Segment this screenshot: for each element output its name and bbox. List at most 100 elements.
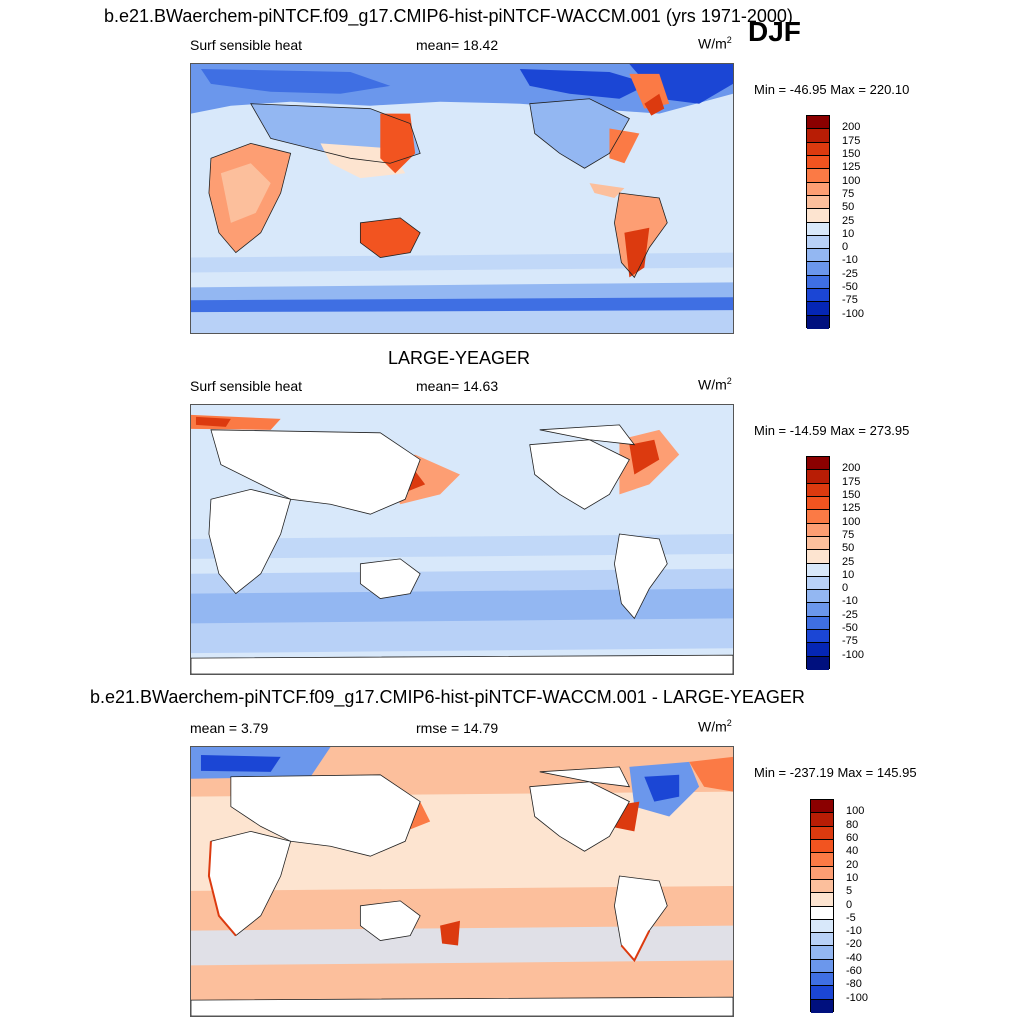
panel-2-mean-label: mean= 14.63 bbox=[416, 378, 499, 394]
colorbar-tick-label: 0 bbox=[846, 898, 853, 911]
colorbar-swatch bbox=[811, 813, 833, 827]
colorbar-tick-label: -75 bbox=[842, 294, 858, 307]
colorbar-tick-label: 25 bbox=[842, 214, 855, 227]
colorbar-tick-label: 20 bbox=[846, 858, 859, 871]
colorbar-tick-label: -20 bbox=[846, 938, 862, 951]
colorbar-swatch bbox=[807, 643, 829, 657]
colorbar-tick-label: 200 bbox=[842, 462, 861, 475]
colorbar-tick-label: 100 bbox=[842, 174, 861, 187]
colorbar-tick-label: -50 bbox=[842, 281, 858, 294]
colorbar-swatch bbox=[807, 262, 829, 276]
colorbar-swatch bbox=[807, 169, 829, 183]
panel-1-mean-label: mean= 18.42 bbox=[416, 37, 499, 53]
colorbar-tick-label: 100 bbox=[846, 805, 865, 818]
colorbar-swatch bbox=[807, 249, 829, 263]
panel-2-colorbar bbox=[806, 456, 830, 670]
colorbar-swatch bbox=[807, 536, 829, 551]
colorbar-tick-label: -100 bbox=[846, 991, 869, 1004]
panel-3-mean-label: mean = 3.79 bbox=[190, 720, 269, 736]
colorbar-tick-label: 10 bbox=[842, 568, 855, 581]
colorbar-tick-label: -40 bbox=[846, 951, 862, 964]
colorbar-swatch bbox=[807, 116, 829, 130]
colorbar-swatch bbox=[807, 483, 829, 497]
colorbar-tick-label: 75 bbox=[842, 187, 855, 200]
colorbar-tick-label: -10 bbox=[842, 254, 858, 267]
colorbar-tick-label: 100 bbox=[842, 515, 861, 528]
colorbar-tick-label: 0 bbox=[842, 241, 849, 254]
colorbar-swatch bbox=[811, 839, 833, 854]
panel-3-minmax: Min = -237.19 Max = 145.95 bbox=[754, 765, 917, 780]
colorbar-swatch bbox=[811, 973, 833, 987]
colorbar-tick-label: -10 bbox=[846, 925, 862, 938]
colorbar-tick-label: -75 bbox=[842, 635, 858, 648]
colorbar-tick-label: -25 bbox=[842, 608, 858, 621]
panel-2-map bbox=[190, 404, 734, 675]
colorbar-tick-label: 40 bbox=[846, 845, 859, 858]
colorbar-swatch bbox=[811, 946, 833, 960]
panel-3-map bbox=[190, 746, 734, 1017]
colorbar-swatch bbox=[807, 496, 829, 511]
colorbar-swatch bbox=[807, 457, 829, 471]
colorbar-swatch bbox=[807, 315, 829, 329]
panel-1-variable-label: Surf sensible heat bbox=[190, 37, 303, 53]
colorbar-tick-label: 10 bbox=[842, 227, 855, 240]
colorbar-swatch bbox=[807, 129, 829, 143]
colorbar-swatch bbox=[807, 235, 829, 250]
colorbar-tick-label: -80 bbox=[846, 978, 862, 991]
panel-2-title: LARGE-YEAGER bbox=[388, 348, 531, 368]
colorbar-tick-label: 125 bbox=[842, 502, 861, 515]
colorbar-swatch bbox=[811, 893, 833, 907]
colorbar-swatch bbox=[807, 510, 829, 524]
colorbar-swatch bbox=[807, 302, 829, 316]
panel-1-units: W/m2 bbox=[698, 35, 732, 52]
colorbar-tick-label: 125 bbox=[842, 161, 861, 174]
panel-3-units: W/m2 bbox=[698, 718, 732, 735]
season-label: DJF bbox=[748, 16, 801, 47]
colorbar-swatch bbox=[811, 853, 833, 867]
colorbar-tick-label: 25 bbox=[842, 555, 855, 568]
colorbar-swatch bbox=[807, 470, 829, 484]
colorbar-swatch bbox=[807, 195, 829, 210]
colorbar-swatch bbox=[807, 289, 829, 303]
colorbar-swatch bbox=[807, 182, 829, 196]
panel-1-colorbar bbox=[806, 115, 830, 329]
colorbar-swatch bbox=[807, 616, 829, 631]
colorbar-swatch bbox=[807, 275, 829, 290]
colorbar-tick-label: 150 bbox=[842, 488, 861, 501]
colorbar-swatch bbox=[807, 576, 829, 591]
colorbar-swatch bbox=[807, 550, 829, 564]
colorbar-swatch bbox=[807, 563, 829, 577]
colorbar-swatch bbox=[811, 986, 833, 1000]
panel-1-title: b.e21.BWaerchem-piNTCF.f09_g17.CMIP6-his… bbox=[104, 6, 793, 26]
panel-2-units: W/m2 bbox=[698, 376, 732, 393]
colorbar-tick-label: -10 bbox=[842, 595, 858, 608]
colorbar-tick-label: 50 bbox=[842, 201, 855, 214]
panel-3-rmse-label: rmse = 14.79 bbox=[416, 720, 499, 736]
colorbar-tick-label: -25 bbox=[842, 267, 858, 280]
colorbar-tick-label: 175 bbox=[842, 475, 861, 488]
colorbar-swatch bbox=[811, 999, 833, 1013]
colorbar-swatch bbox=[807, 142, 829, 156]
panel-2-minmax: Min = -14.59 Max = 273.95 bbox=[754, 423, 910, 438]
colorbar-swatch bbox=[807, 603, 829, 617]
colorbar-swatch bbox=[811, 800, 833, 814]
colorbar-tick-label: -50 bbox=[842, 622, 858, 635]
colorbar-tick-label: 60 bbox=[846, 831, 859, 844]
panel-1-minmax: Min = -46.95 Max = 220.10 bbox=[754, 82, 910, 97]
colorbar-tick-label: 5 bbox=[846, 885, 853, 898]
colorbar-swatch bbox=[807, 209, 829, 223]
colorbar-tick-label: -100 bbox=[842, 307, 865, 320]
colorbar-swatch bbox=[807, 630, 829, 644]
colorbar-tick-label: 75 bbox=[842, 528, 855, 541]
colorbar-tick-label: -5 bbox=[846, 911, 856, 924]
colorbar-tick-label: 10 bbox=[846, 871, 859, 884]
colorbar-swatch bbox=[811, 826, 833, 840]
colorbar-swatch bbox=[807, 590, 829, 604]
colorbar-tick-label: -100 bbox=[842, 648, 865, 661]
colorbar-tick-label: 175 bbox=[842, 134, 861, 147]
colorbar-tick-label: 150 bbox=[842, 147, 861, 160]
colorbar-tick-label: 80 bbox=[846, 818, 859, 831]
panel-3-title: b.e21.BWaerchem-piNTCF.f09_g17.CMIP6-his… bbox=[90, 687, 805, 707]
colorbar-swatch bbox=[811, 879, 833, 894]
panel-3-colorbar bbox=[810, 799, 834, 1013]
